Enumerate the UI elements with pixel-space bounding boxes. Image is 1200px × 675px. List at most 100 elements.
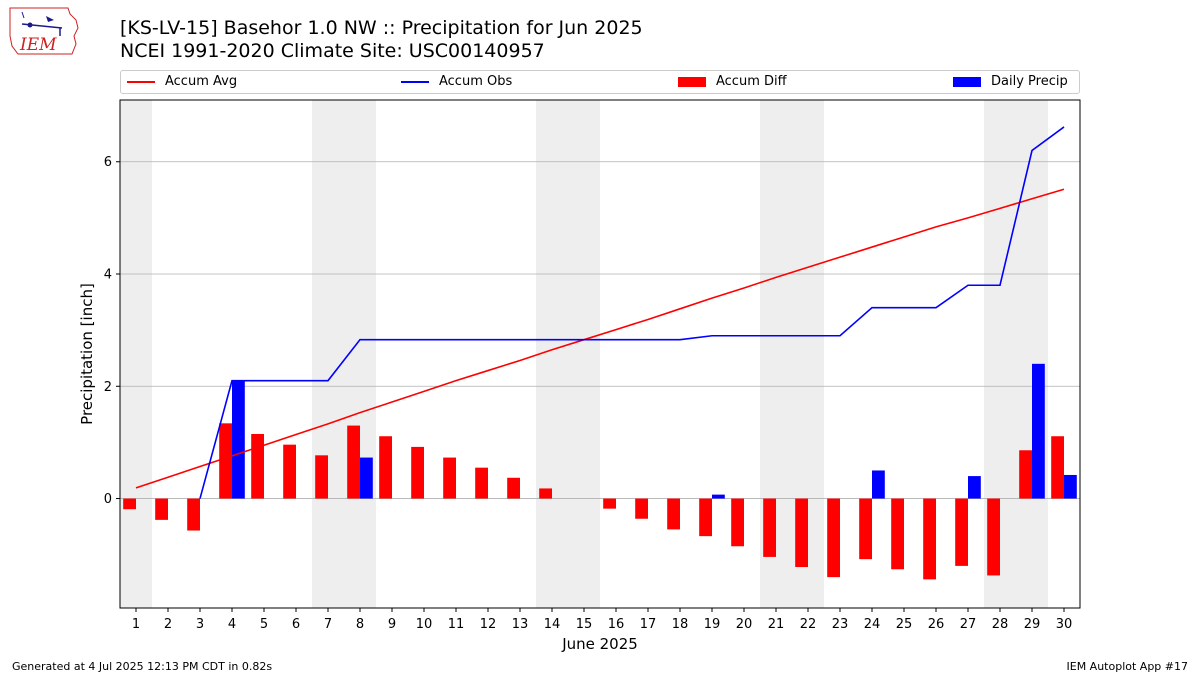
footer-generated: Generated at 4 Jul 2025 12:13 PM CDT in … (12, 660, 273, 673)
x-tick-label-7: 7 (324, 617, 332, 632)
accum-diff-bar-day-6 (283, 444, 296, 499)
x-tick-label-11: 11 (448, 617, 465, 632)
x-tick-label-3: 3 (196, 617, 204, 632)
y-tick-label-6: 6 (104, 155, 112, 170)
x-tick-label-21: 21 (768, 617, 785, 632)
y-tick-label-0: 0 (104, 492, 112, 507)
accum-diff-bar-day-18 (667, 498, 680, 530)
accum-diff-bar-day-22 (795, 498, 808, 568)
legend-label-daily-precip: Daily Precip (991, 74, 1068, 89)
x-tick-label-6: 6 (292, 617, 300, 632)
legend-item-accum-obs: Accum Obs (401, 74, 512, 89)
accum-avg-line (135, 188, 1065, 489)
x-tick-label-30: 30 (1056, 617, 1073, 632)
accum-obs-line (199, 126, 1065, 499)
accum-diff-bar-day-23 (827, 498, 840, 578)
x-tick-label-12: 12 (480, 617, 497, 632)
x-tick-label-20: 20 (736, 617, 753, 632)
x-tick-label-22: 22 (800, 617, 817, 632)
x-tick-label-18: 18 (672, 617, 689, 632)
daily-precip-bar-day-30 (1064, 474, 1077, 499)
weekend-shade-day-1 (120, 100, 152, 608)
accum-diff-bar-day-20 (731, 498, 744, 547)
x-tick-label-26: 26 (928, 617, 945, 632)
accum-diff-bar-day-24 (859, 498, 872, 560)
legend-label-accum-obs: Accum Obs (439, 74, 513, 89)
y-tick-label-4: 4 (104, 268, 112, 283)
lines (135, 126, 1065, 499)
accum-diff-bar-day-1 (123, 498, 136, 510)
bars (123, 363, 1077, 580)
accum-diff-bar-day-2 (155, 498, 168, 520)
accum-diff-bar-day-13 (507, 477, 520, 499)
accum-diff-bar-day-4 (219, 423, 232, 499)
logo-text: IEM (19, 35, 57, 55)
x-tick-label-25: 25 (896, 617, 913, 632)
accum-diff-bar-day-10 (411, 446, 424, 499)
x-tick-label-15: 15 (576, 617, 593, 632)
chart-title: [KS-LV-15] Basehor 1.0 NW :: Precipitati… (120, 17, 643, 39)
accum-diff-bar-day-14 (539, 488, 552, 499)
x-tick-label-19: 19 (704, 617, 721, 632)
daily-precip-bar-day-27 (968, 476, 981, 499)
accum-diff-bar-day-8 (347, 425, 360, 499)
y-tick-label-2: 2 (104, 380, 112, 395)
daily-precip-bar-day-19 (712, 494, 725, 499)
x-tick-label-13: 13 (512, 617, 529, 632)
accum-diff-bar-day-29 (1019, 450, 1032, 499)
daily-precip-bar-day-24 (872, 470, 885, 499)
x-tick-label-17: 17 (640, 617, 657, 632)
x-tick-label-1: 1 (132, 617, 140, 632)
x-tick-label-27: 27 (960, 617, 977, 632)
legend-item-accum-avg: Accum Avg (127, 74, 237, 89)
accum-diff-bar-day-9 (379, 436, 392, 499)
accum-diff-bar-day-5 (251, 433, 264, 499)
accum-diff-bar-day-7 (315, 455, 328, 499)
legend-label-accum-avg: Accum Avg (165, 74, 238, 89)
x-tick-label-9: 9 (388, 617, 396, 632)
x-tick-label-24: 24 (864, 617, 881, 632)
iem-logo: IEM (8, 6, 80, 58)
x-tick-label-23: 23 (832, 617, 849, 632)
accum-diff-bar-day-25 (891, 498, 904, 570)
weekend-shade-day-7 (312, 100, 344, 608)
x-tick-label-2: 2 (164, 617, 172, 632)
footer-app: IEM Autoplot App #17 (1066, 660, 1189, 673)
legend-item-accum-diff: Accum Diff (678, 74, 787, 89)
chart-subtitle: NCEI 1991-2020 Climate Site: USC00140957 (120, 40, 545, 62)
legend-label-accum-diff: Accum Diff (716, 74, 787, 89)
legend-swatch-accum-obs (401, 80, 429, 83)
accum-diff-bar-day-11 (443, 457, 456, 499)
accum-diff-bar-day-12 (475, 467, 488, 499)
accum-diff-bar-day-21 (763, 498, 776, 557)
daily-precip-bar-day-8 (360, 457, 373, 499)
x-axis-label: June 2025 (561, 635, 638, 653)
accum-diff-bar-day-28 (987, 498, 1000, 576)
legend-swatch-accum-avg (127, 80, 155, 83)
weekend-shade-day-15 (568, 100, 600, 608)
x-tick-label-5: 5 (260, 617, 268, 632)
accum-diff-bar-day-30 (1051, 436, 1064, 499)
x-tick-label-8: 8 (356, 617, 364, 632)
x-tick-label-28: 28 (992, 617, 1009, 632)
x-tick-label-4: 4 (228, 617, 236, 632)
accum-diff-bar-day-26 (923, 498, 936, 580)
accum-diff-bar-day-16 (603, 498, 616, 509)
legend-swatch-daily-precip (953, 76, 981, 87)
accum-diff-bar-day-19 (699, 498, 712, 537)
legend: Accum Avg Accum Obs Accum Diff Daily Pre… (120, 70, 1080, 94)
legend-item-daily-precip: Daily Precip (953, 74, 1068, 89)
accum-diff-bar-day-27 (955, 498, 968, 566)
x-tick-label-29: 29 (1024, 617, 1041, 632)
gridlines (120, 161, 1080, 499)
legend-swatch-accum-diff (678, 76, 706, 87)
x-tick-label-14: 14 (544, 617, 561, 632)
plot-frame (119, 99, 1081, 609)
accum-diff-bar-day-3 (187, 498, 200, 531)
daily-precip-bar-day-29 (1032, 363, 1045, 499)
daily-precip-bar-day-4 (232, 380, 245, 499)
weekend-shading (120, 100, 1048, 608)
x-tick-label-16: 16 (608, 617, 625, 632)
